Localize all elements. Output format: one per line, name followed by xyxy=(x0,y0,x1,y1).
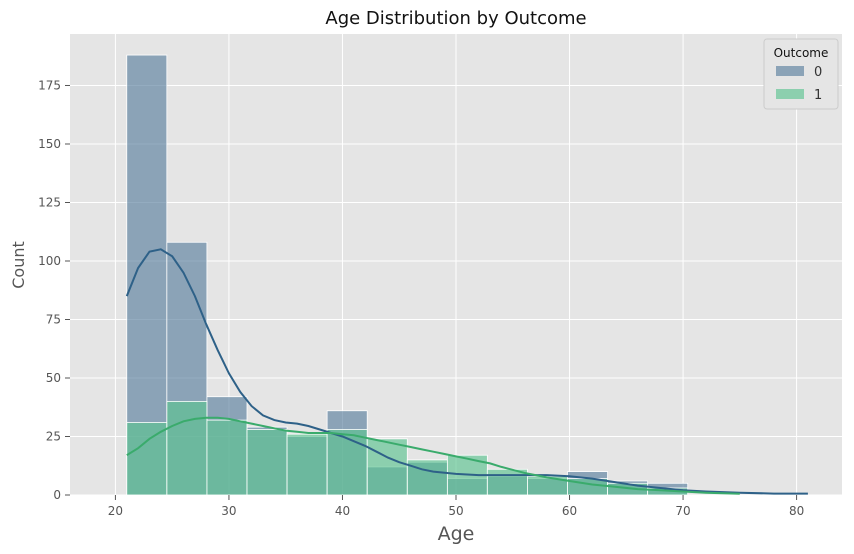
bar-outcome-1-bin-5 xyxy=(326,429,368,496)
bar-outcome-1-bin-4 xyxy=(286,433,328,496)
bar-outcome-1-bin-1 xyxy=(166,400,208,496)
kde-curves xyxy=(125,248,808,495)
y-tick-label: 100 xyxy=(38,254,61,268)
y-tick-label: 150 xyxy=(38,137,61,151)
y-tick-label: 125 xyxy=(38,195,61,209)
y-tick-label: 75 xyxy=(46,312,61,326)
legend-swatch-1 xyxy=(776,89,804,99)
bar-outcome-1-bin-9 xyxy=(486,468,528,496)
legend: Outcome 0 1 xyxy=(763,38,839,110)
x-tick-label: 60 xyxy=(562,504,577,518)
legend-title: Outcome xyxy=(774,46,829,60)
kde-line-outcome-1 xyxy=(126,416,740,495)
y-tick-label: 50 xyxy=(46,371,61,385)
x-tick-label: 80 xyxy=(789,504,804,518)
y-tick-label: 175 xyxy=(38,78,61,92)
legend-label-0: 0 xyxy=(814,65,822,80)
axis-ticks: 20 30 40 50 60 70 80 0 25 50 75 100 125 150 175 xyxy=(38,78,804,518)
y-tick-label: 25 xyxy=(46,429,61,443)
bar-outcome-1-bin-2 xyxy=(206,419,248,496)
x-tick-label: 30 xyxy=(221,504,236,518)
legend-swatch-0 xyxy=(776,66,804,76)
chart-title: Age Distribution by Outcome xyxy=(325,8,586,29)
x-tick-label: 70 xyxy=(675,504,690,518)
x-axis-label: Age xyxy=(438,523,475,545)
kde-line-outcome-0 xyxy=(125,248,808,495)
y-axis-label: Count xyxy=(9,241,28,289)
bar-outcome-1-bin-3 xyxy=(246,429,288,496)
x-tick-label: 40 xyxy=(335,504,350,518)
legend-label-1: 1 xyxy=(814,88,822,103)
bar-outcome-1-bin-6 xyxy=(366,438,408,496)
y-tick-label: 0 xyxy=(53,488,61,502)
x-tick-label: 50 xyxy=(448,504,463,518)
bar-outcome-1-bin-7 xyxy=(406,459,448,496)
bar-outcome-1-bin-0 xyxy=(126,422,168,496)
x-tick-label: 20 xyxy=(108,504,123,518)
